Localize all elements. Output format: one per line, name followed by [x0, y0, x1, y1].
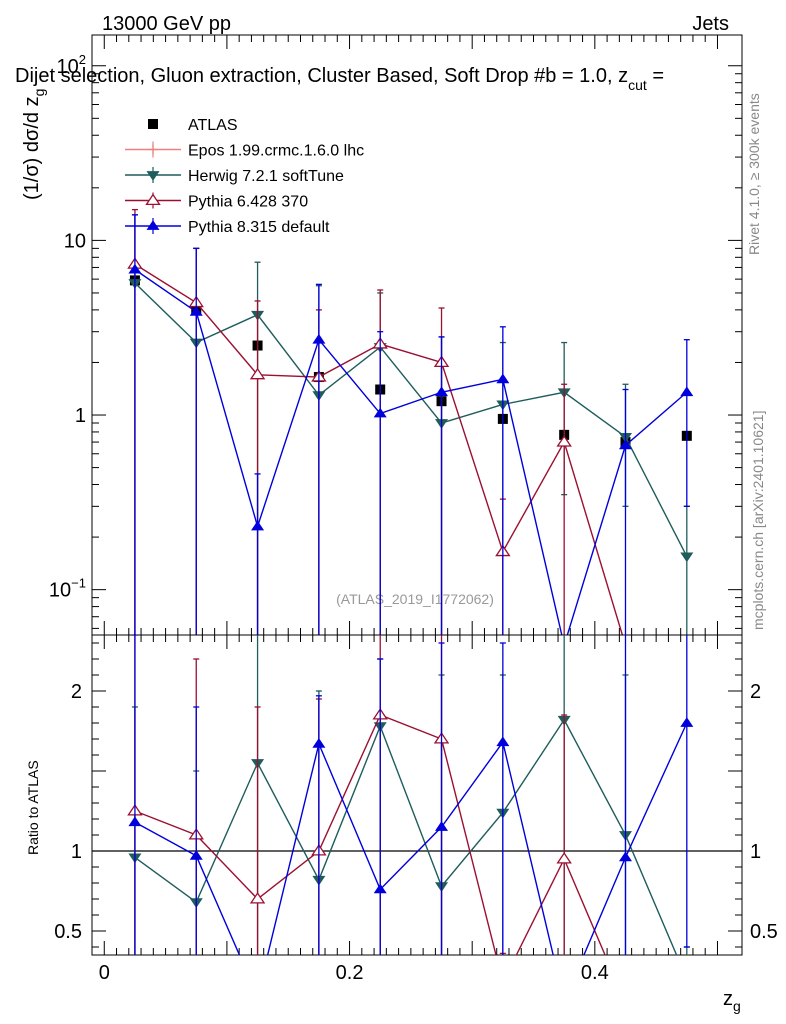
main-ylabel: (1/σ) dσ/d zg [21, 89, 47, 200]
ratio-series-pythia6 [127, 635, 693, 1007]
ratio-ylabel: Ratio to ATLAS [25, 760, 41, 855]
ratio-point-pythia8 [128, 816, 142, 827]
ratio-y-tick-label-left: 1 [71, 841, 82, 863]
y-tick-label: 102 [57, 52, 86, 78]
legend-label: Epos 1.99.crmc.1.6.0 lhc [188, 143, 364, 160]
main-point-pythia8 [189, 305, 203, 316]
main-line-pythia6 [134, 263, 624, 635]
ratio-point-pythia6 [619, 997, 632, 1007]
mcplots-label: mcplots.cern.ch [arXiv:2401.10621] [750, 411, 766, 630]
ratio-point-pythia8 [680, 717, 694, 727]
ratio-line-herwig [134, 718, 678, 955]
ratio-line-pythia8 [134, 722, 688, 955]
plot-title-sub: cut [628, 77, 647, 93]
ratio-series-layer [127, 635, 694, 1007]
main-point-herwig [680, 552, 694, 563]
main-point-pythia8 [251, 520, 265, 531]
legend-marker [146, 220, 160, 230]
main-ylabel-text: (1/σ) dσ/d z [21, 96, 43, 200]
ratio-point-herwig [680, 975, 693, 985]
legend-label: Herwig 7.2.1 softTune [188, 168, 344, 185]
ratio-y-tick-label-left: 0.5 [54, 921, 82, 943]
ratio-point-pythia6 [680, 997, 693, 1007]
ratio-point-pythia8 [251, 991, 264, 1001]
main-point-pythia8 [312, 333, 326, 344]
main-plot-area: 10−1 1 10 102 [49, 34, 743, 636]
y-tick-label: 1 [75, 405, 86, 427]
main-line-pythia8 [134, 269, 688, 635]
x-tick-label: 0.4 [581, 962, 609, 984]
ratio-y-tick-label-right: 0.5 [750, 921, 778, 943]
main-series-atlas [129, 275, 692, 448]
plot-title: Dijet selection, Gluon extraction, Clust… [15, 65, 664, 93]
x-tick-label: 0.2 [336, 962, 364, 984]
analysis-watermark: (ATLAS_2019_I1772062) [336, 591, 494, 607]
ratio-point-pythia6 [249, 891, 266, 904]
ratio-point-pythia8 [496, 736, 510, 747]
legend-item-atlas: ATLAS [148, 117, 238, 134]
main-ylabel-sub: g [31, 89, 47, 97]
ratio-y-tick-label-left: 2 [71, 681, 82, 703]
main-point-pythia8 [128, 263, 142, 274]
plot-title-tail: = [647, 65, 664, 87]
ratio-point-pythia8 [312, 737, 326, 748]
x-tick-label: 0 [99, 962, 110, 984]
ratio-frame-box [91, 634, 743, 956]
main-line-herwig [134, 282, 688, 557]
main-point-pythia6 [556, 435, 572, 447]
ratio-xlabel: zg [723, 988, 741, 1014]
ratio-y-tick-label-right: 1 [750, 841, 761, 863]
legend-label: Pythia 6.428 370 [188, 194, 308, 211]
legend-item-pythia6: Pythia 6.428 370 [125, 192, 308, 211]
legend-marker [146, 171, 160, 181]
ratio-point-pythia8 [558, 996, 571, 1006]
rivet-label: Rivet 4.1.0, ≥ 300k events [746, 93, 762, 255]
legend-item-herwig: Herwig 7.2.1 softTune [125, 167, 344, 185]
ratio-point-pythia8 [189, 849, 203, 860]
legend-item-pythia8: Pythia 8.315 default [125, 218, 330, 236]
main-point-pythia8 [618, 439, 632, 450]
ratio-y-tick-label-right: 2 [750, 681, 761, 703]
main-point-pythia8 [435, 386, 449, 397]
main-point-pythia8 [496, 373, 510, 384]
main-point-pythia8 [373, 407, 387, 418]
main-series-pythia8 [128, 214, 694, 635]
header-process: Jets [692, 13, 729, 35]
main-point-pythia6 [249, 367, 266, 380]
ratio-point-pythia6 [556, 851, 572, 864]
main-point-pythia8 [680, 386, 694, 397]
ratio-point-pythia6 [496, 976, 509, 986]
ratio-series-herwig [128, 635, 693, 985]
y-tick-label: 10−1 [49, 576, 86, 602]
ratio-plot-area: 0 0.2 0.4 0.5 0.5 1 1 2 2 [54, 634, 778, 1007]
header-energy: 13000 GeV pp [102, 13, 231, 35]
legend-item-epos: Epos 1.99.crmc.1.6.0 lhc [125, 141, 364, 160]
legend-marker [145, 193, 161, 206]
legend-label: ATLAS [188, 117, 238, 134]
ratio-series-pythia8 [128, 635, 694, 1006]
legend: ATLAS Epos 1.99.crmc.1.6.0 lhc Herwig 7.2.… [125, 117, 364, 236]
legend-label: Pythia 8.315 default [188, 219, 330, 236]
plot-title-main: Dijet selection, Gluon extraction, Clust… [15, 65, 628, 87]
main-series-herwig [128, 214, 694, 635]
ratio-point-pythia8 [373, 883, 387, 894]
legend-marker [148, 144, 158, 155]
main-series-pythia6 [127, 208, 624, 635]
legend-marker [148, 119, 158, 129]
main-series-layer [127, 208, 694, 635]
ratio-point-pythia8 [435, 821, 449, 831]
y-tick-label: 10 [64, 230, 86, 252]
ratio-point-pythia8 [618, 851, 632, 862]
